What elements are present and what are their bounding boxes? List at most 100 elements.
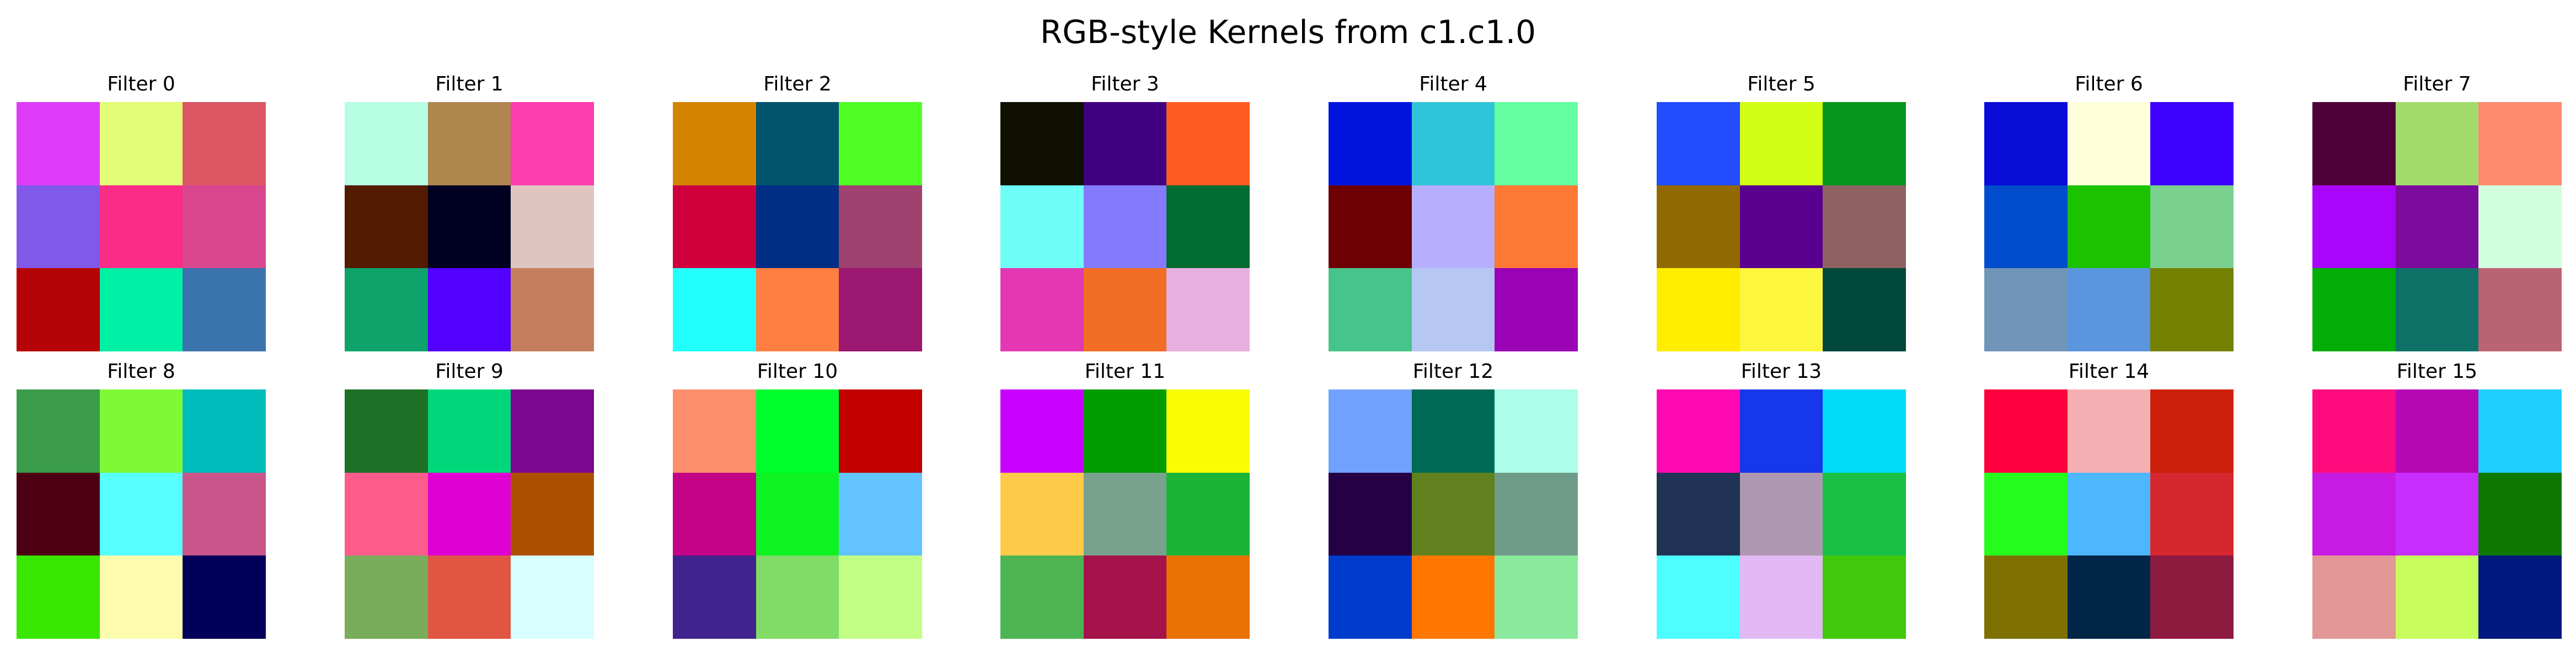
kernel-cell <box>183 185 266 269</box>
kernel-cell <box>2395 185 2479 269</box>
kernel-cell <box>2312 472 2396 556</box>
kernel-cell <box>345 389 428 473</box>
kernel-cell <box>1984 389 2068 473</box>
kernel-cell <box>1083 185 1167 269</box>
kernel-cell <box>1823 389 1906 473</box>
kernel-cell <box>1823 102 1906 185</box>
kernel-cell <box>427 555 511 639</box>
kernel-cell <box>99 268 183 351</box>
kernel-cell <box>2067 389 2151 473</box>
filter-title: Filter 4 <box>1419 73 1487 95</box>
kernel-cell <box>1495 555 1578 639</box>
kernel-grid <box>1984 389 2234 639</box>
kernel-cell <box>511 389 594 473</box>
kernel-cell <box>99 389 183 473</box>
filter-title: Filter 13 <box>1740 360 1822 383</box>
kernel-cell <box>2395 472 2479 556</box>
kernel-cell <box>2478 389 2562 473</box>
kernel-cell <box>427 389 511 473</box>
kernel-cell <box>1329 555 1412 639</box>
kernel-cell <box>17 389 100 473</box>
kernel-cell <box>2312 268 2396 351</box>
kernel-grid <box>1657 102 1906 351</box>
kernel-cell <box>756 389 839 473</box>
filter-title: Filter 7 <box>2403 73 2471 95</box>
kernel-cell <box>2478 555 2562 639</box>
kernel-cell <box>1823 472 1906 556</box>
filter-title: Filter 6 <box>2075 73 2143 95</box>
filter-title: Filter 11 <box>1084 360 1166 383</box>
kernel-cell <box>1000 102 1084 185</box>
kernel-cell <box>1411 268 1495 351</box>
kernel-cell <box>1083 389 1167 473</box>
filter-title: Filter 3 <box>1091 73 1159 95</box>
kernel-cell <box>1495 472 1578 556</box>
kernel-cell <box>1984 102 2068 185</box>
kernel-cell <box>1739 268 1823 351</box>
kernel-cell <box>1657 268 1740 351</box>
kernel-cell <box>1823 185 1906 269</box>
kernel-cell <box>1166 472 1250 556</box>
kernel-cell <box>673 472 756 556</box>
kernel-grid <box>2312 389 2562 639</box>
kernel-cell <box>2067 102 2151 185</box>
kernel-cell <box>756 268 839 351</box>
kernel-grid <box>1000 389 1250 639</box>
kernel-cell <box>1329 268 1412 351</box>
kernel-cell <box>1984 472 2068 556</box>
kernel-cell <box>2312 389 2396 473</box>
kernel-grid <box>1657 389 1906 639</box>
kernel-cell <box>345 102 428 185</box>
kernel-cell <box>2150 102 2234 185</box>
filter-title: Filter 2 <box>763 73 832 95</box>
kernel-cell <box>1000 185 1084 269</box>
kernel-cell <box>1083 268 1167 351</box>
kernel-cell <box>427 185 511 269</box>
kernel-cell <box>1329 472 1412 556</box>
kernel-cell <box>756 185 839 269</box>
kernel-cell <box>673 102 756 185</box>
kernel-cell <box>345 185 428 269</box>
kernel-cell <box>673 268 756 351</box>
kernel-grid <box>1329 102 1578 351</box>
kernel-cell <box>99 185 183 269</box>
kernel-cell <box>1329 102 1412 185</box>
kernel-grid <box>673 102 922 351</box>
kernel-cell <box>1657 185 1740 269</box>
kernel-cell <box>2067 555 2151 639</box>
kernel-cell <box>99 472 183 556</box>
kernel-cell <box>2478 102 2562 185</box>
kernel-grid <box>2312 102 2562 351</box>
kernel-cell <box>345 555 428 639</box>
kernel-cell <box>1166 389 1250 473</box>
kernel-cell <box>1739 102 1823 185</box>
kernel-cell <box>2150 555 2234 639</box>
kernel-cell <box>1329 185 1412 269</box>
kernel-cell <box>2067 185 2151 269</box>
kernel-cell <box>2150 268 2234 351</box>
kernel-grid <box>345 389 594 639</box>
kernel-cell <box>756 555 839 639</box>
kernel-cell <box>183 555 266 639</box>
kernel-cell <box>1000 268 1084 351</box>
kernel-cell <box>1984 185 2068 269</box>
kernel-cell <box>1739 389 1823 473</box>
kernel-cell <box>1000 472 1084 556</box>
kernel-cell <box>2150 185 2234 269</box>
kernel-cell <box>2150 389 2234 473</box>
kernel-cell <box>839 268 922 351</box>
kernel-cell <box>345 268 428 351</box>
kernel-cell <box>511 268 594 351</box>
kernel-cell <box>2395 555 2479 639</box>
kernel-cell <box>2312 102 2396 185</box>
kernel-cell <box>17 472 100 556</box>
filter-title: Filter 14 <box>2068 360 2150 383</box>
kernel-cell <box>2312 185 2396 269</box>
kernel-cell <box>427 268 511 351</box>
kernel-grid <box>1329 389 1578 639</box>
kernel-cell <box>511 102 594 185</box>
kernel-cell <box>1083 102 1167 185</box>
kernel-grid <box>1000 102 1250 351</box>
kernel-cell <box>1657 472 1740 556</box>
kernel-cell <box>1823 268 1906 351</box>
